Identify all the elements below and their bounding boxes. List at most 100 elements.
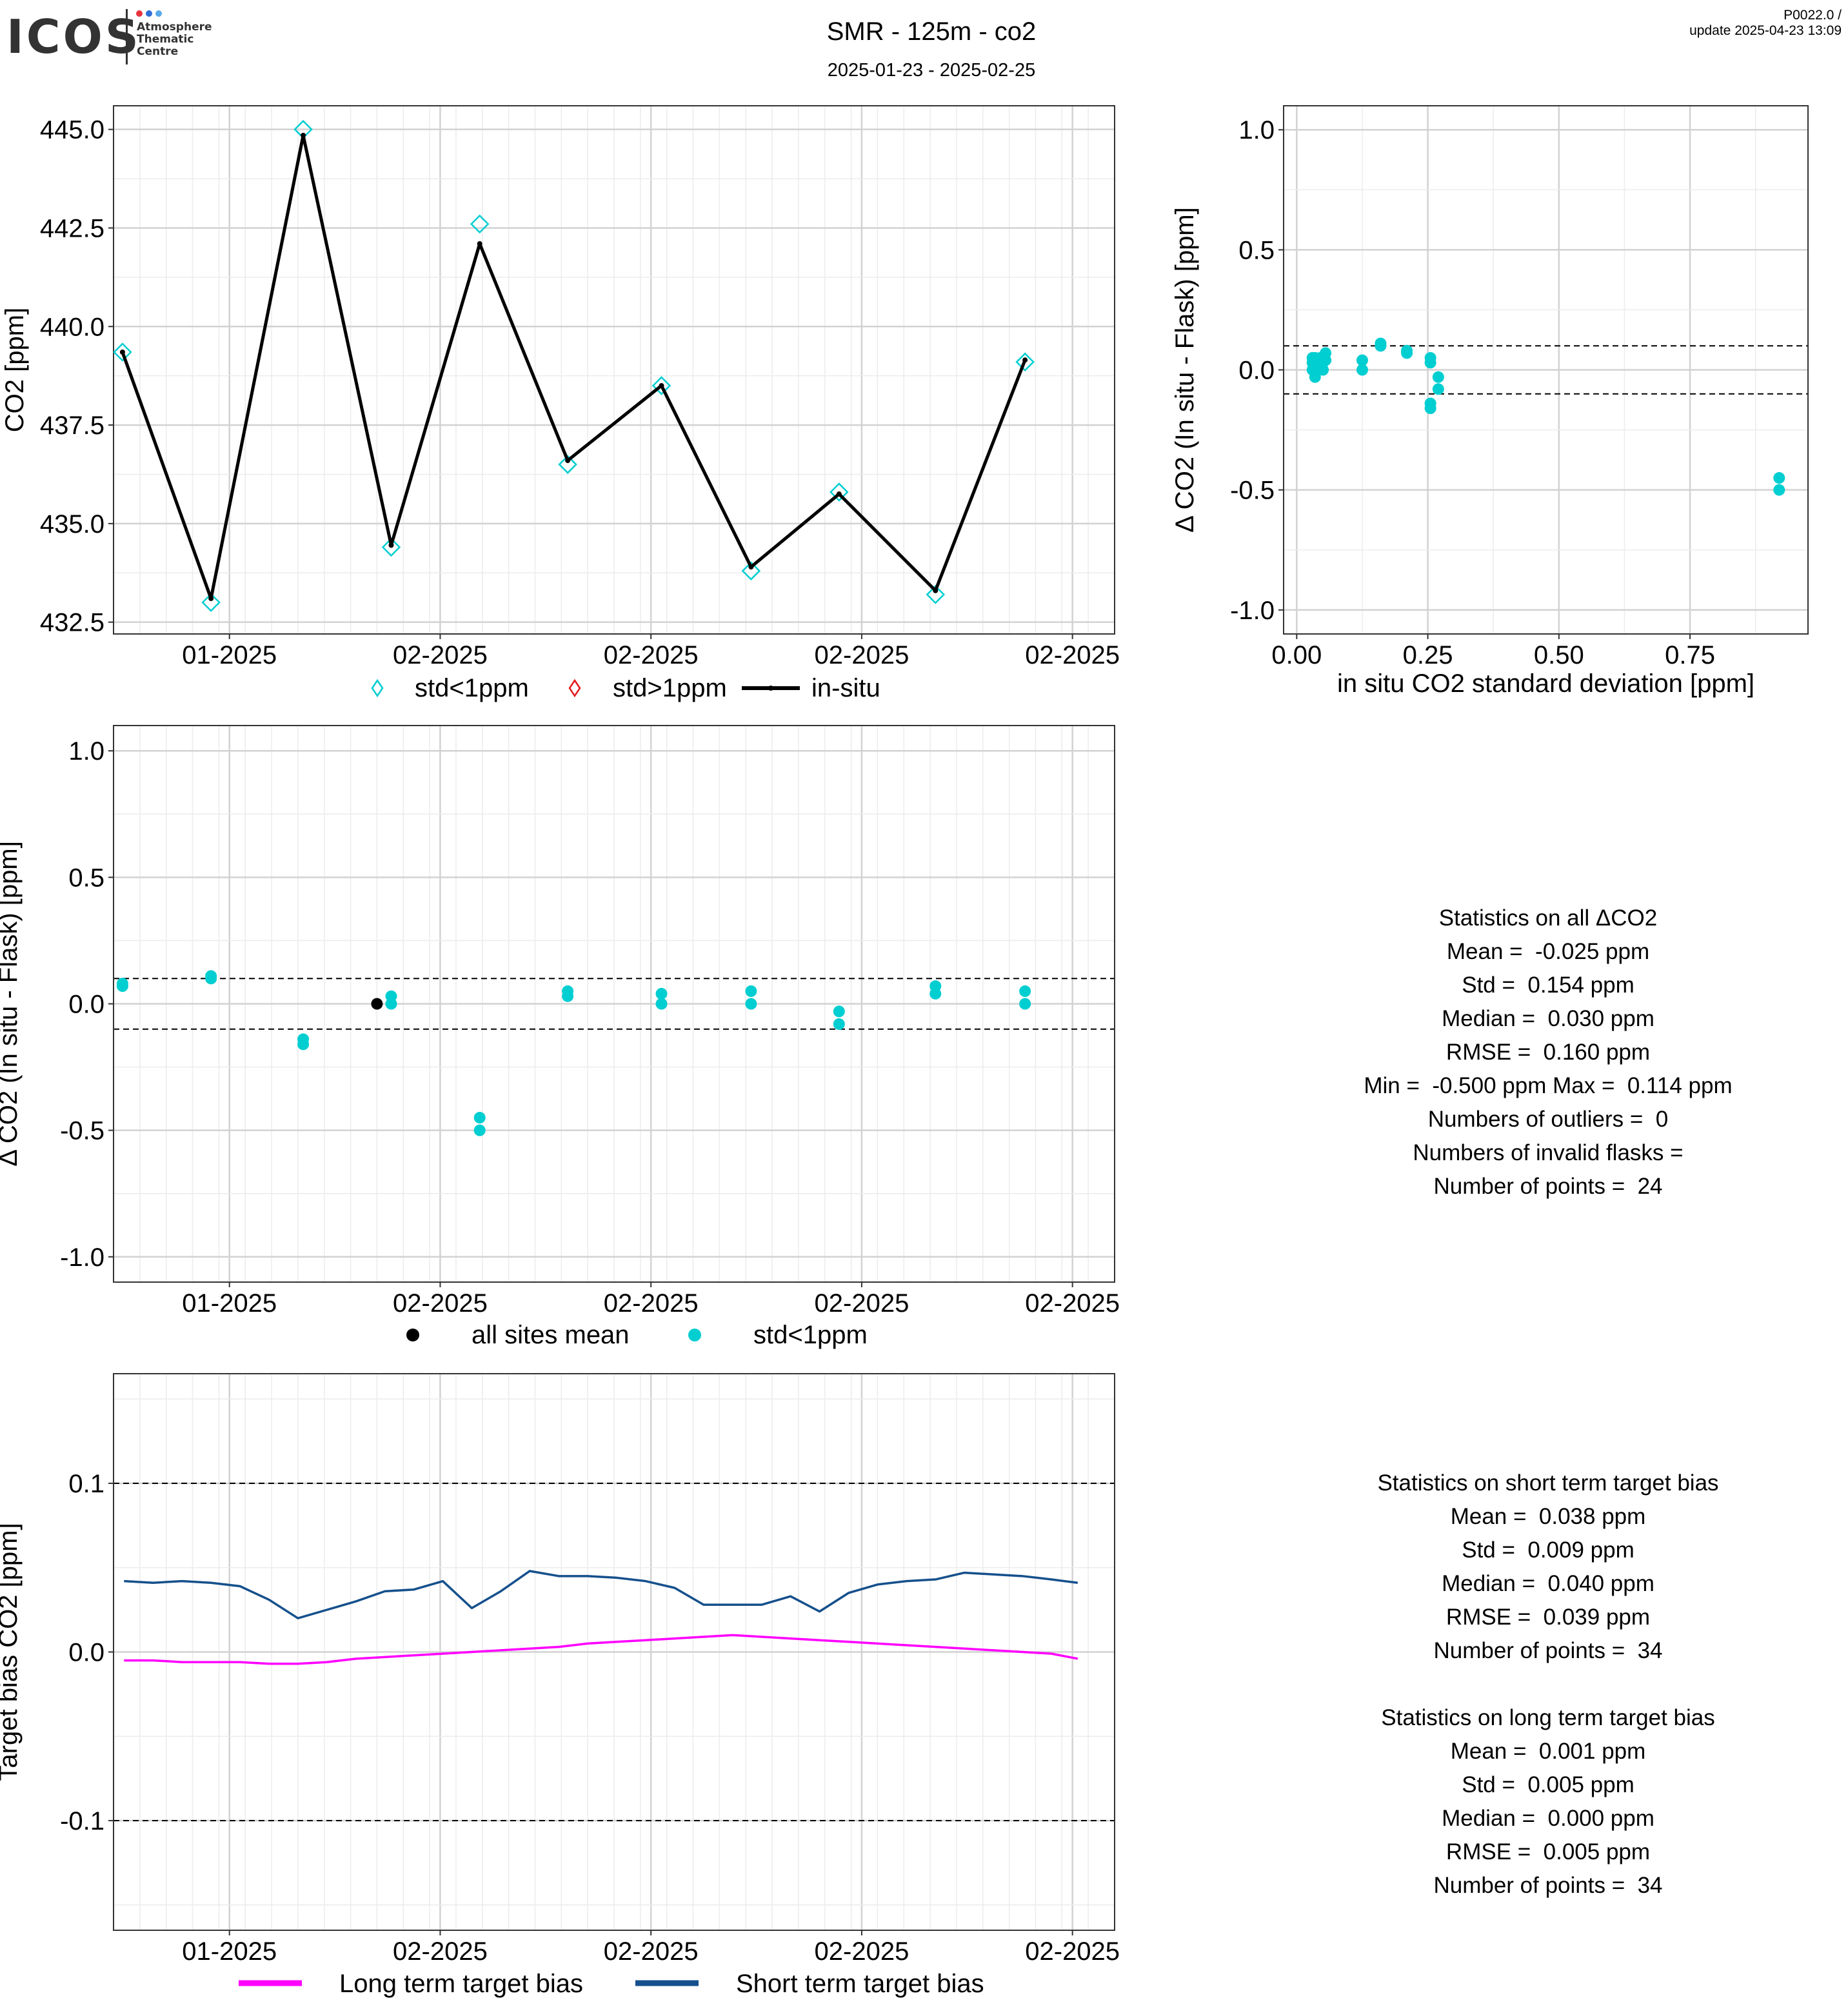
scatter-point-std-1ppm bbox=[473, 1112, 486, 1124]
x-tick-label: 02-2025 bbox=[604, 641, 699, 669]
in-situ-point bbox=[659, 382, 664, 388]
in-situ-point bbox=[836, 491, 842, 497]
flask-diamond bbox=[381, 537, 401, 557]
flask-diamond bbox=[113, 342, 132, 362]
scatter-point-std-1ppm bbox=[1375, 340, 1387, 352]
x-tick-label: 0.75 bbox=[1665, 641, 1715, 669]
stats-short-rmse: RMSE = 0.039 ppm bbox=[1446, 1605, 1651, 1630]
y-tick-label: -1.0 bbox=[60, 1243, 104, 1272]
legend-all-sites-mean-label: all sites mean bbox=[472, 1321, 630, 1349]
y-axis-label: Target bias CO2 [ppm] bbox=[0, 1523, 23, 1781]
legend-long-term-label: Long term target bias bbox=[339, 1970, 583, 1998]
scatter-point-std-1ppm bbox=[833, 1005, 845, 1018]
scatter-point-std-1ppm bbox=[205, 973, 217, 985]
flask-diamond bbox=[926, 585, 946, 604]
stats-all-points: Number of points = 24 bbox=[1433, 1174, 1663, 1199]
stats-all-outliers: Numbers of outliers = 0 bbox=[1427, 1107, 1669, 1132]
scatter-point-std-1ppm bbox=[385, 998, 397, 1010]
stats-short-mean: Mean = 0.038 ppm bbox=[1450, 1504, 1646, 1529]
scatter-point-std-1ppm bbox=[1401, 347, 1413, 359]
y-tick-label: 440.0 bbox=[40, 313, 104, 341]
x-tick-label: 02-2025 bbox=[393, 1937, 488, 1966]
logo-dot-1 bbox=[136, 10, 143, 17]
scatter-point-std-1ppm bbox=[562, 990, 574, 1002]
stats-all-std: Std = 0.154 ppm bbox=[1462, 973, 1634, 998]
scatter-point-std-1ppm bbox=[1773, 472, 1785, 484]
logo-sub-1: Atmosphere bbox=[137, 21, 212, 34]
y-tick-label: -0.5 bbox=[60, 1117, 104, 1145]
flask-diamond bbox=[741, 561, 761, 580]
legend-std-lt1-dot bbox=[688, 1329, 701, 1341]
y-tick-label: -1.0 bbox=[1230, 597, 1275, 625]
x-tick-label: 0.50 bbox=[1534, 641, 1584, 669]
plot-frame bbox=[113, 105, 1115, 635]
y-tick-label: 442.5 bbox=[40, 214, 104, 242]
date-range: 2025-01-23 - 2025-02-25 bbox=[828, 60, 1035, 81]
logo-sub-2: Thematic bbox=[137, 33, 194, 46]
in-situ-point bbox=[748, 564, 754, 570]
icos-logo: ICOS Atmosphere Thematic Centre bbox=[6, 9, 212, 64]
in-situ-point bbox=[388, 542, 394, 548]
x-tick-label: 02-2025 bbox=[1025, 1937, 1120, 1966]
y-tick-label: 1.0 bbox=[68, 737, 104, 766]
x-tick-label: 02-2025 bbox=[815, 1937, 909, 1966]
in-situ-point bbox=[119, 349, 125, 355]
scatter-point-std-1ppm bbox=[1019, 985, 1031, 997]
legend-middle: all sites mean std<1ppm bbox=[406, 1321, 868, 1349]
y-tick-label: 0.0 bbox=[68, 991, 104, 1019]
scatter-point-std-1ppm bbox=[1424, 357, 1436, 369]
legend-std-gt1-diamond bbox=[568, 678, 581, 698]
y-axis-label: Δ CO2 (In situ - Flask) [ppm] bbox=[1171, 207, 1199, 533]
in-situ-point bbox=[933, 588, 939, 593]
legend-std-lt1-label: std<1ppm bbox=[415, 674, 529, 702]
x-tick-label: 02-2025 bbox=[604, 1289, 699, 1318]
stats-all-invalid: Numbers of invalid flasks = bbox=[1413, 1140, 1684, 1165]
page-title: SMR - 125m - co2 bbox=[827, 17, 1037, 46]
scatter-point-std-1ppm bbox=[929, 987, 942, 1000]
legend-std-gt1-label: std>1ppm bbox=[613, 674, 727, 702]
stats-all-delta: Statistics on all ΔCO2 Mean = -0.025 ppm… bbox=[1284, 902, 1813, 1203]
legend-short-term-label: Short term target bias bbox=[736, 1970, 984, 1998]
x-tick-label: 0.00 bbox=[1271, 641, 1322, 669]
version-label: P0022.0 / bbox=[1783, 8, 1842, 23]
stats-short-title: Statistics on short term target bias bbox=[1377, 1470, 1719, 1496]
stats-long-std: Std = 0.005 ppm bbox=[1462, 1772, 1634, 1797]
y-tick-label: 435.0 bbox=[40, 510, 104, 539]
scatter-point-std-1ppm bbox=[297, 1038, 310, 1051]
panel-delta-timeseries: -1.0 -0.5 0.0 0.5 1.0 01-2025 02-2025 02-2025 02… bbox=[0, 725, 1120, 1318]
legend-bottom: Long term target bias Short term target … bbox=[239, 1970, 984, 1998]
y-tick-label: 445.0 bbox=[40, 116, 104, 144]
x-tick-label: 01-2025 bbox=[182, 1937, 277, 1966]
stats-all-rmse: RMSE = 0.160 ppm bbox=[1446, 1040, 1651, 1065]
scatter-point-std-1ppm bbox=[745, 998, 757, 1010]
legend-top: std<1ppm std>1ppm in-situ bbox=[371, 674, 880, 702]
scatter-point-std-1ppm bbox=[473, 1124, 486, 1136]
logo-sub-3: Centre bbox=[137, 45, 178, 58]
stats-all-title: Statistics on all ΔCO2 bbox=[1438, 905, 1658, 931]
scatter-point-std-1ppm bbox=[1309, 371, 1321, 383]
flask-diamond bbox=[201, 593, 221, 612]
panel-target-bias: -0.1 0.0 0.1 01-2025 02-2025 02-2025 02-2025 02… bbox=[0, 1373, 1120, 1966]
scatter-point-std-1ppm bbox=[1356, 354, 1368, 366]
stats-long-mean: Mean = 0.001 ppm bbox=[1450, 1739, 1646, 1764]
scatter-point-std-1ppm bbox=[1432, 371, 1444, 383]
legend-std-lt1-diamond bbox=[371, 678, 384, 698]
y-tick-label: 0.1 bbox=[68, 1470, 104, 1498]
x-tick-label: 02-2025 bbox=[1025, 1289, 1120, 1318]
flask-diamond bbox=[558, 455, 577, 474]
legend-all-sites-mean-dot bbox=[406, 1329, 419, 1341]
y-axis-label: CO2 [ppm] bbox=[1, 308, 29, 432]
flask-diamond bbox=[830, 482, 849, 502]
y-tick-label: 1.0 bbox=[1238, 116, 1275, 144]
legend-std-lt1-label-2: std<1ppm bbox=[753, 1321, 868, 1349]
scatter-point-std-1ppm bbox=[833, 1018, 845, 1030]
y-tick-label: -0.1 bbox=[60, 1807, 104, 1835]
x-tick-label: 02-2025 bbox=[815, 1289, 909, 1318]
y-tick-label: 0.0 bbox=[68, 1639, 104, 1667]
stats-spacer bbox=[1284, 1668, 1813, 1701]
scatter-point-std-1ppm bbox=[1019, 998, 1031, 1010]
x-tick-label: 02-2025 bbox=[815, 641, 909, 669]
update-label: update 2025-04-23 13:09 bbox=[1689, 23, 1842, 38]
x-tick-label: 01-2025 bbox=[182, 641, 277, 669]
y-tick-label: 0.0 bbox=[1238, 357, 1275, 385]
